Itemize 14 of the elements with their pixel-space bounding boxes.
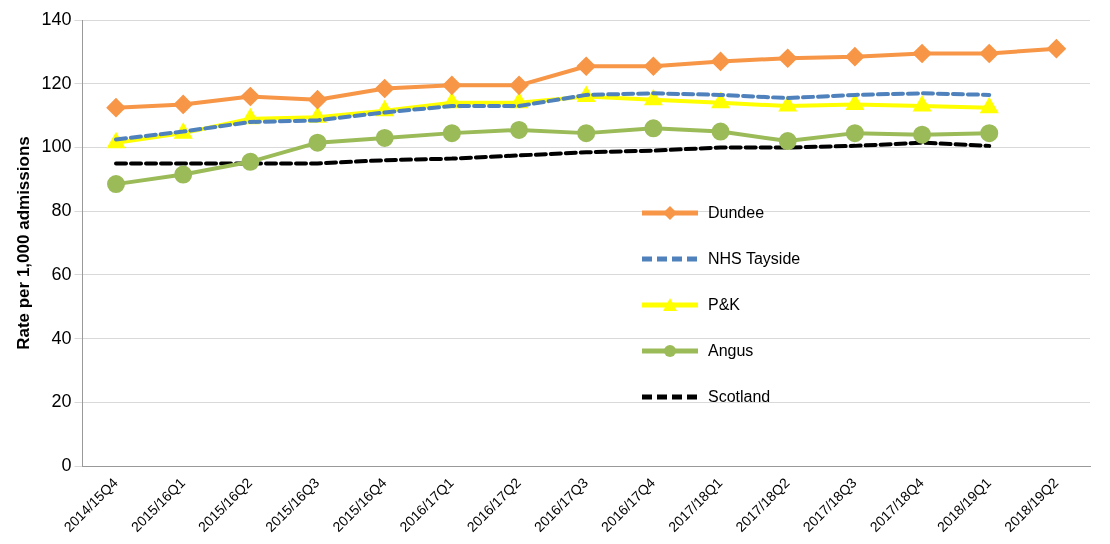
legend-label: Scotland: [708, 388, 771, 406]
y-tick-label: 40: [51, 327, 72, 348]
legend-label: Dundee: [708, 204, 765, 222]
y-tick-label: 80: [51, 200, 72, 221]
y-tick-label: 120: [41, 72, 72, 93]
legend-label: P&K: [708, 296, 741, 314]
y-tick-label: 20: [51, 391, 72, 412]
y-tick-label: 100: [41, 136, 72, 157]
y-axis-title: Rate per 1,000 admissions: [13, 136, 33, 350]
legend-label: NHS Tayside: [708, 250, 801, 268]
y-tick-label: 140: [41, 8, 72, 29]
y-tick-label: 60: [51, 263, 72, 284]
legend-label: Angus: [708, 342, 754, 360]
y-tick-label: 0: [61, 455, 72, 476]
